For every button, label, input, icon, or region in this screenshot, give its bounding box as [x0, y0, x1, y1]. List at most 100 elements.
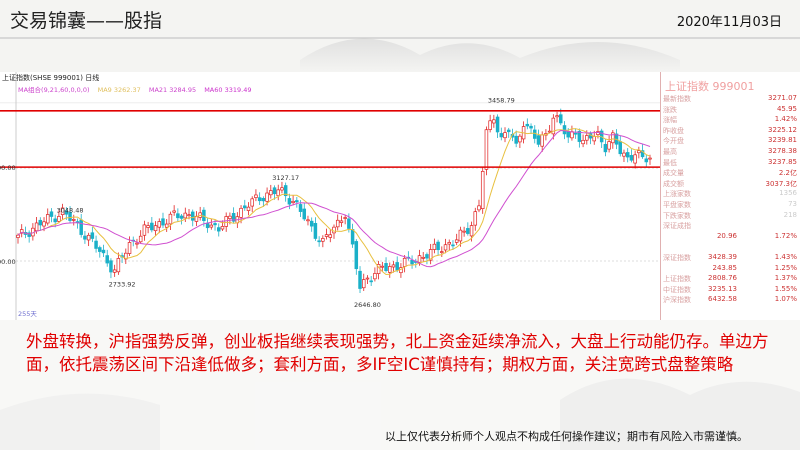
ma-legend-ma9: MA9 3262.37 — [97, 86, 141, 94]
candle-body — [265, 192, 269, 202]
candle-body — [112, 269, 117, 273]
candle-body — [451, 244, 455, 247]
candle-body — [354, 241, 359, 270]
candle-body — [625, 152, 630, 158]
candle-body — [644, 158, 649, 163]
candle-body — [533, 129, 537, 139]
candle-body — [436, 241, 440, 251]
ma21-line — [17, 129, 651, 268]
candle-body — [402, 257, 407, 267]
ma-legend: MA组合(9,21,60,0,0,0) MA9 3262.37 MA21 328… — [18, 84, 257, 94]
candle-body — [217, 227, 221, 232]
candle-body — [410, 259, 414, 265]
candle-body — [332, 226, 336, 234]
candle-body — [339, 220, 344, 223]
quote-v2: 3237.85 — [768, 157, 797, 166]
quote-label: 沪深指数 — [663, 296, 691, 305]
candle-body — [559, 114, 563, 124]
quote-v2: 3239.81 — [768, 136, 797, 145]
candle-body — [101, 249, 106, 254]
quote-v1: 3235.13 — [708, 284, 737, 293]
candle-body — [321, 238, 325, 242]
quote-row: 最新指数 3271.07 — [661, 94, 800, 103]
candle-body — [324, 234, 329, 237]
candle-body — [577, 130, 582, 142]
quote-label: 下跌家数 — [663, 211, 691, 220]
candle-body — [384, 263, 388, 271]
quote-label: 上证指数 — [663, 275, 691, 284]
candle-body — [540, 134, 544, 147]
quote-v2: 1.37% — [774, 274, 797, 283]
candle-body — [570, 131, 574, 139]
y-tick-label: 00.00 — [0, 258, 16, 266]
candle-body — [90, 232, 95, 239]
candle-body — [250, 198, 254, 207]
quote-row: 昨收盘 3225.12 — [661, 126, 800, 135]
candle-body — [187, 214, 191, 217]
quote-v2: 73 — [788, 200, 797, 208]
candle-body — [205, 222, 210, 229]
quote-v2: 3037.3亿 — [765, 179, 798, 188]
quote-v2: 1.25% — [774, 263, 797, 272]
quote-row: 243.85 1.25% — [661, 264, 800, 273]
kline-chart: 3048.48 2733.92 3127.17 2646.80 3458.79 00.00… — [0, 72, 800, 320]
candle-body — [257, 197, 262, 202]
candle-body — [648, 157, 652, 160]
candle-body — [83, 235, 87, 240]
candle-body — [280, 187, 284, 191]
candle-body — [421, 256, 425, 259]
candle-body — [190, 211, 195, 221]
candle-body — [34, 222, 39, 232]
candle-body — [309, 220, 314, 227]
candle-body — [64, 210, 69, 215]
candle-body — [164, 223, 169, 228]
candle-body — [53, 218, 57, 223]
candle-body — [183, 212, 188, 219]
candle-body — [443, 244, 448, 251]
y-tick-label: 00.00 — [0, 164, 16, 172]
candle-body — [425, 254, 429, 259]
candle-body — [127, 242, 132, 254]
quote-v2: 2.2亿 — [778, 169, 797, 178]
candle-body — [484, 129, 489, 170]
candle-body — [365, 277, 370, 280]
candle-body — [202, 209, 206, 221]
candle-body — [157, 221, 162, 228]
candle-body — [380, 265, 385, 268]
candle-body — [86, 234, 91, 241]
quote-row: 沪深指数 6432.58 1.07% — [661, 295, 800, 304]
candle-body — [499, 133, 504, 138]
candle-body — [458, 229, 463, 242]
candle-body — [633, 154, 637, 164]
candle-body — [49, 211, 54, 217]
quote-row: 成交额 3037.3亿 — [661, 179, 800, 188]
slide-title: 交易锦囊——股指 — [10, 10, 163, 32]
candle-body — [161, 218, 165, 226]
candle-body — [495, 116, 500, 133]
quote-label: 平盘家数 — [663, 201, 691, 209]
candle-body — [518, 135, 522, 143]
candle-body — [287, 198, 292, 205]
candle-body — [547, 130, 552, 133]
candle-body — [261, 197, 266, 202]
candle-body — [361, 279, 366, 289]
candle-body — [506, 129, 511, 133]
quote-label: 成交额 — [663, 179, 684, 188]
candle-body — [176, 213, 180, 219]
candle-body — [447, 242, 451, 245]
quote-label: 深证指数 — [663, 254, 691, 262]
price-annotation: 3048.48 — [57, 207, 84, 215]
period-label: 255天 — [18, 310, 37, 318]
quote-row: 成交量 2.2亿 — [661, 168, 800, 177]
quote-row: 中证指数 3235.13 1.55% — [661, 285, 800, 294]
quote-v2: 3271.07 — [768, 94, 797, 102]
candle-body — [150, 222, 154, 231]
candle-body — [209, 224, 214, 228]
candle-body — [473, 211, 478, 226]
quote-row — [661, 242, 800, 251]
candle-body — [27, 232, 31, 237]
candle-body — [640, 150, 645, 158]
candle-body — [246, 206, 251, 211]
ma-legend-combo: MA组合(9,21,60,0,0,0) — [18, 86, 90, 94]
candle-body — [573, 132, 578, 135]
